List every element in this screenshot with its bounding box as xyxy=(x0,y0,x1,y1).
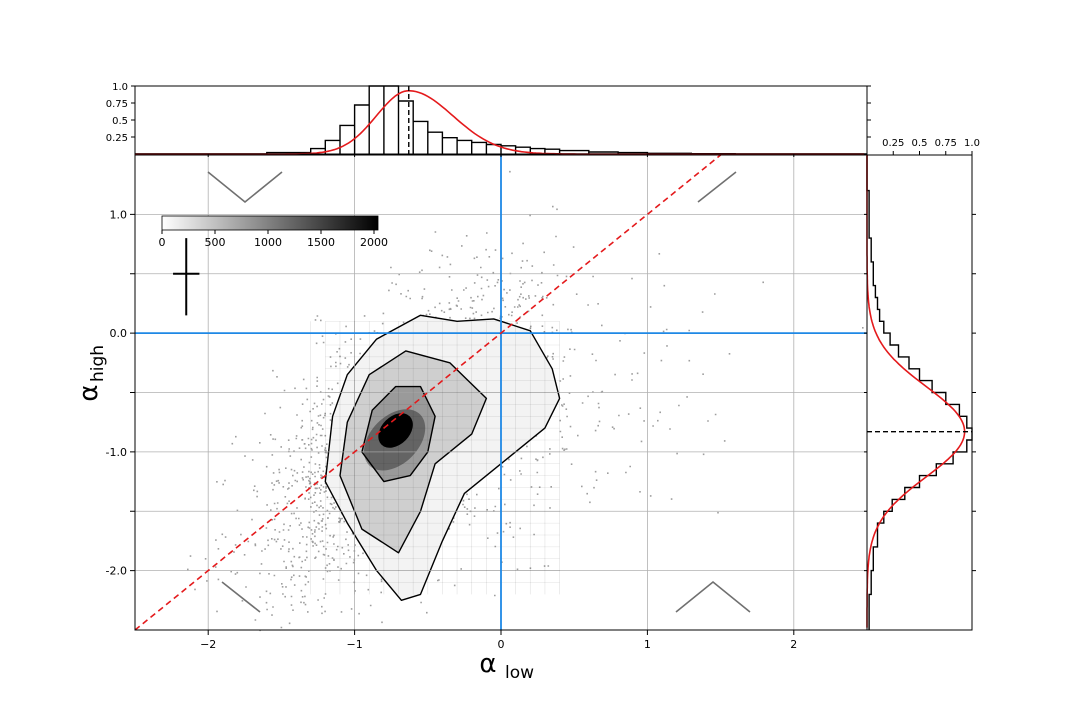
top-histogram-steps xyxy=(135,85,867,155)
right-histogram-panel: 0.25 0.5 0.75 1.0 xyxy=(864,138,980,631)
corner-mark-top-right xyxy=(697,171,737,203)
corner-mark-bottom-left xyxy=(221,581,261,613)
colorbar-tick-label: 500 xyxy=(205,236,226,249)
y-tick-label: 1.0 xyxy=(110,208,128,221)
x-axis-label-sub: low xyxy=(505,663,534,683)
right-x-tick-label: 0.25 xyxy=(882,138,904,149)
right-axis-ticks: 0.25 0.5 0.75 1.0 xyxy=(864,138,980,572)
colorbar: 0 500 1000 1500 2000 xyxy=(159,215,388,249)
diagonal-reference-line xyxy=(134,154,722,631)
colorbar-tick-label: 2000 xyxy=(360,236,388,249)
right-histogram xyxy=(866,155,973,630)
corner-marks xyxy=(207,171,751,613)
colorbar-tick-label: 1000 xyxy=(254,236,282,249)
x-tick-label: 0 xyxy=(498,638,505,651)
corner-mark-bottom-right xyxy=(675,580,751,613)
y-axis-label: α high xyxy=(74,345,108,402)
top-axis-ticks: 0.25 0.5 0.75 1.0 xyxy=(106,82,871,157)
colorbar-tick-label: 0 xyxy=(159,236,166,249)
error-cross xyxy=(173,238,200,316)
y-tick-label: -2.0 xyxy=(106,565,127,578)
y-tick-label: -1.0 xyxy=(106,446,127,459)
right-histogram-fit xyxy=(866,155,966,628)
y-axis-label-base: α xyxy=(74,384,104,401)
right-histogram-steps xyxy=(866,155,973,630)
y-tick-label: 0.0 xyxy=(110,327,128,340)
right-x-tick-label: 0.75 xyxy=(935,138,957,149)
x-tick-label: −2 xyxy=(200,638,216,651)
top-y-tick-label: 0.5 xyxy=(112,116,128,127)
colorbar-gradient xyxy=(161,215,379,231)
reference-lines xyxy=(134,154,867,631)
top-y-tick-label: 1.0 xyxy=(112,82,128,93)
x-tick-label: 1 xyxy=(644,638,651,651)
top-y-tick-label: 0.75 xyxy=(106,99,128,110)
right-x-tick-label: 1.0 xyxy=(964,138,980,149)
density-peak xyxy=(378,413,413,448)
main-panel: −2 −1 0 1 2 1.0 0.0 -1.0 -2.0 xyxy=(106,154,868,651)
top-y-tick-label: 0.25 xyxy=(106,133,128,144)
top-histogram xyxy=(135,85,867,155)
right-x-tick-label: 0.5 xyxy=(912,138,928,149)
x-axis-label-base: α xyxy=(479,649,496,679)
x-axis-label: α low xyxy=(479,649,534,683)
colorbar-tick-label: 1500 xyxy=(307,236,335,249)
corner-mark-top-left xyxy=(207,171,283,204)
density-core-halo xyxy=(364,409,426,471)
x-tick-label: −1 xyxy=(346,638,362,651)
top-histogram-panel: 0.25 0.5 0.75 1.0 xyxy=(106,82,871,157)
colorbar-ticks: 0 500 1000 1500 2000 xyxy=(159,230,388,249)
x-tick-label: 2 xyxy=(790,638,797,651)
y-axis-label-sub: high xyxy=(88,345,108,382)
right-axes-frame xyxy=(866,154,973,631)
main-axis-ticks: −2 −1 0 1 2 1.0 0.0 -1.0 -2.0 xyxy=(106,208,798,651)
